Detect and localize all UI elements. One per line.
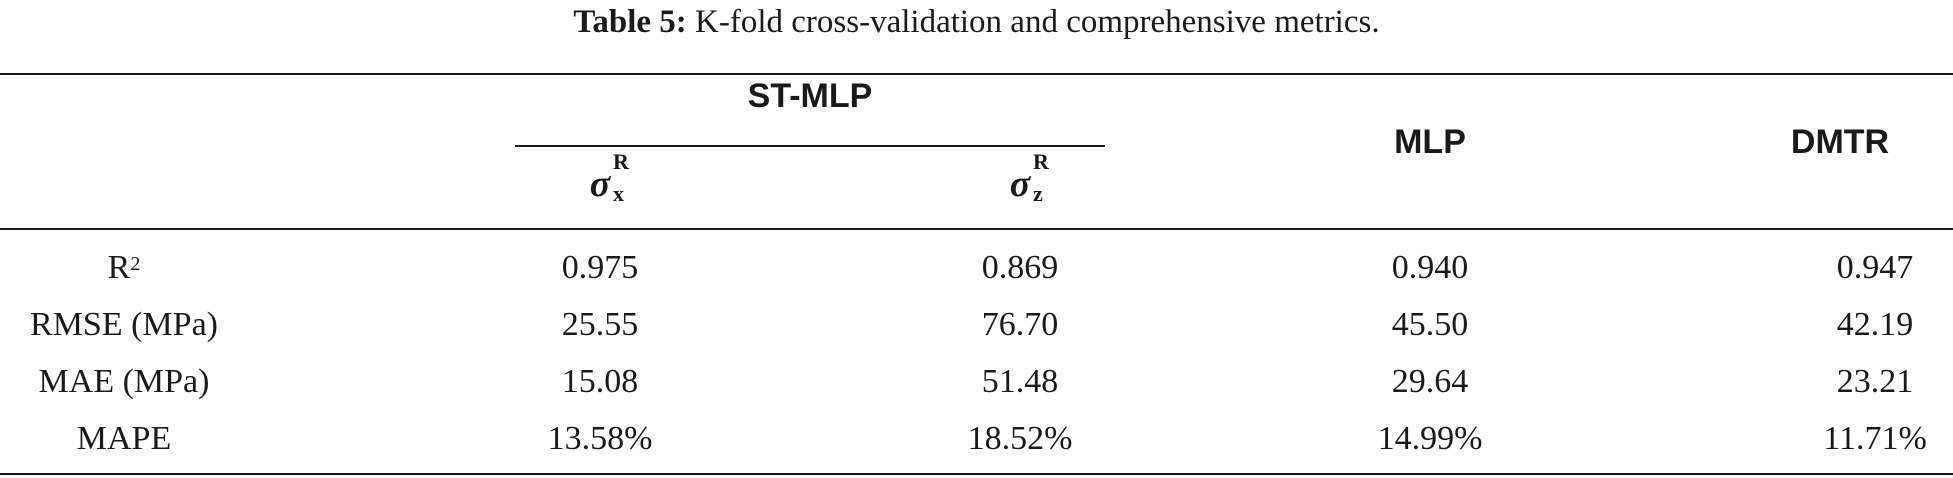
row-label-rmse: RMSE (MPa)	[30, 306, 218, 343]
sigma-z-sup: R	[1033, 149, 1049, 174]
header-mlp: MLP	[1394, 123, 1466, 161]
table-cell: 0.869	[981, 249, 1059, 286]
table-cell: 14.99%	[1377, 420, 1483, 457]
header-group-st-mlp: ST-MLP	[747, 77, 873, 115]
bottom-rule	[0, 473, 1953, 475]
table-cell: 0.975	[561, 249, 639, 286]
table-cell: 29.64	[1391, 363, 1469, 400]
sigma-z-sub: z	[1033, 181, 1043, 206]
table-cell: 23.21	[1836, 363, 1914, 400]
row-label-mape: MAPE	[76, 420, 172, 457]
table-cell: 0.947	[1836, 249, 1914, 286]
header-dmtr: DMTR	[1790, 123, 1890, 161]
sigma-x-sub: x	[613, 181, 624, 206]
table-cell: 18.52%	[967, 420, 1073, 457]
table-cell: 45.50	[1391, 306, 1469, 343]
row-label-r2: R2	[107, 249, 141, 286]
caption-text: K-fold cross-validation and comprehensiv…	[695, 4, 1380, 40]
table-cell: 11.71%	[1823, 420, 1927, 457]
row-label-mae: MAE (MPa)	[38, 363, 210, 400]
caption-label: Table 5:	[573, 4, 687, 40]
table-cell: 13.58%	[547, 420, 653, 457]
table-cell: 51.48	[981, 363, 1059, 400]
table-cell: 25.55	[561, 306, 639, 343]
sigma-x-sup: R	[613, 149, 629, 174]
top-rule	[0, 73, 1953, 75]
table-cell: 15.08	[561, 363, 639, 400]
table-cell: 42.19	[1836, 306, 1914, 343]
table-cell: 0.940	[1391, 249, 1469, 286]
table-cell: 76.70	[981, 306, 1059, 343]
table-caption: Table 5: K-fold cross-validation and com…	[0, 0, 1953, 42]
header-rule	[0, 228, 1953, 230]
group-rule	[515, 145, 1105, 147]
